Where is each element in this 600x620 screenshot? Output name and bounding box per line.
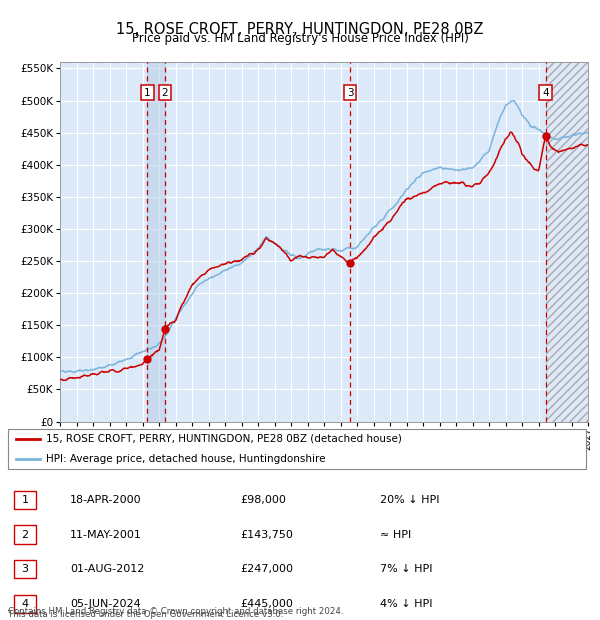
Text: 18-APR-2000: 18-APR-2000 [70, 495, 142, 505]
Text: £98,000: £98,000 [240, 495, 286, 505]
Text: 4: 4 [542, 87, 549, 97]
Text: 15, ROSE CROFT, PERRY, HUNTINGDON, PE28 0BZ (detached house): 15, ROSE CROFT, PERRY, HUNTINGDON, PE28 … [46, 434, 402, 444]
Text: 1: 1 [22, 495, 29, 505]
Bar [545, 62, 588, 422]
Bar [14, 525, 36, 544]
Text: £445,000: £445,000 [240, 599, 293, 609]
Text: 11-MAY-2001: 11-MAY-2001 [70, 529, 142, 539]
Text: 15, ROSE CROFT, PERRY, HUNTINGDON, PE28 0BZ: 15, ROSE CROFT, PERRY, HUNTINGDON, PE28 … [116, 22, 484, 37]
Text: £143,750: £143,750 [240, 529, 293, 539]
Text: 1: 1 [144, 87, 151, 97]
Text: 4% ↓ HPI: 4% ↓ HPI [380, 599, 433, 609]
Text: 4: 4 [22, 599, 29, 609]
Bar [14, 560, 36, 578]
Text: 2: 2 [161, 87, 168, 97]
Bar [545, 62, 588, 422]
Bar [8, 428, 586, 469]
Text: £247,000: £247,000 [240, 564, 293, 574]
Text: ≈ HPI: ≈ HPI [380, 529, 411, 539]
Text: HPI: Average price, detached house, Huntingdonshire: HPI: Average price, detached house, Hunt… [46, 454, 325, 464]
Text: 05-JUN-2024: 05-JUN-2024 [70, 599, 141, 609]
Bar [14, 491, 36, 509]
Text: 7% ↓ HPI: 7% ↓ HPI [380, 564, 433, 574]
Text: 3: 3 [347, 87, 353, 97]
Text: Contains HM Land Registry data © Crown copyright and database right 2024.: Contains HM Land Registry data © Crown c… [8, 608, 343, 616]
Text: 01-AUG-2012: 01-AUG-2012 [70, 564, 145, 574]
Text: 3: 3 [22, 564, 29, 574]
Bar [147, 62, 165, 422]
Text: Price paid vs. HM Land Registry's House Price Index (HPI): Price paid vs. HM Land Registry's House … [131, 32, 469, 45]
Bar [14, 595, 36, 613]
Text: This data is licensed under the Open Government Licence v3.0.: This data is licensed under the Open Gov… [8, 610, 283, 619]
Text: 2: 2 [22, 529, 29, 539]
Text: 20% ↓ HPI: 20% ↓ HPI [380, 495, 439, 505]
